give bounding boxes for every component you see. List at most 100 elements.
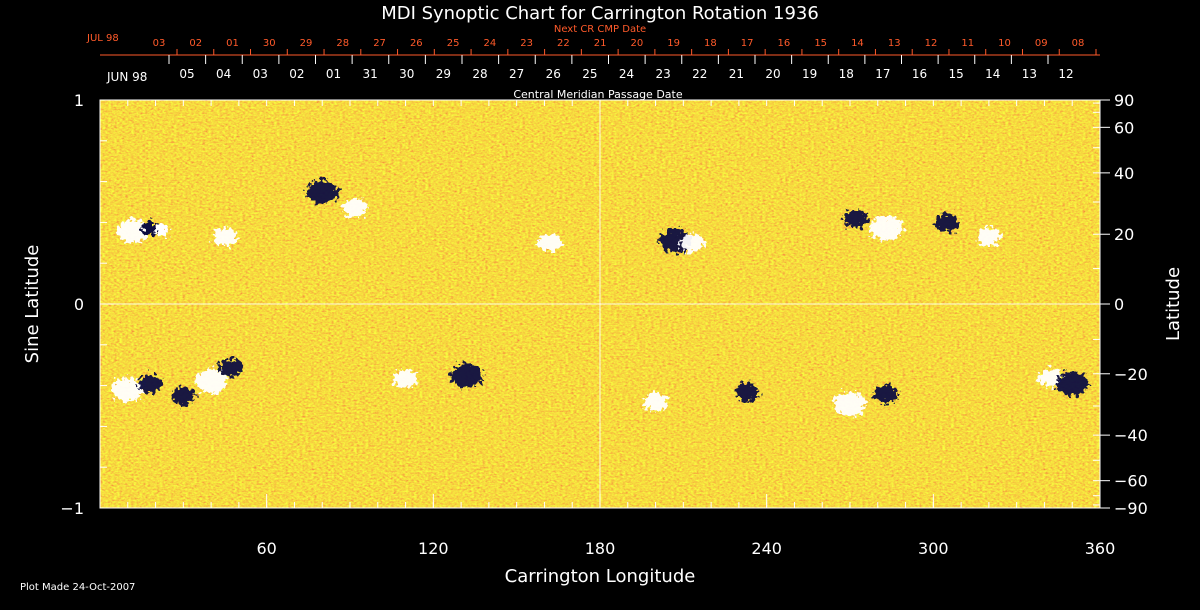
x-tick-label: 180 <box>585 539 616 558</box>
active-region-positive <box>393 370 418 389</box>
cmp-date-label: 21 <box>729 67 744 81</box>
next-cr-date-label: 11 <box>961 38 974 49</box>
lat-tick-label: 0 <box>1114 295 1124 314</box>
active-region-positive <box>213 227 237 246</box>
active-region-positive <box>870 216 903 241</box>
next-cr-date-label: 16 <box>778 38 791 49</box>
active-region-negative <box>1056 371 1089 396</box>
next-cr-date-label: 28 <box>336 38 349 49</box>
next-cr-date-label: 27 <box>373 38 386 49</box>
cmp-date-label: 14 <box>985 67 1000 81</box>
next-cr-date-label: 29 <box>300 38 313 49</box>
x-axis: 60 120 180 240 300 360 <box>127 100 1116 558</box>
active-region-positive <box>1038 368 1062 387</box>
cmp-date-label: 28 <box>472 67 487 81</box>
next-cr-date-label: 14 <box>851 38 864 49</box>
y-tick-label-left: −1 <box>60 499 84 518</box>
y-axis-label-left: Sine Latitude <box>22 245 43 364</box>
right-y-axis: 90 60 40 20 0 −20 −40 −60 −90 <box>1093 91 1148 518</box>
next-cr-date-label: 19 <box>667 38 680 49</box>
lat-tick-label: 90 <box>1114 91 1134 110</box>
y-axis-label-right: Latitude <box>1163 267 1184 341</box>
next-cr-date-label: 23 <box>520 38 533 49</box>
lat-tick-label: 20 <box>1114 225 1134 244</box>
active-region-negative <box>138 374 162 393</box>
cmp-date-label: 24 <box>619 67 634 81</box>
active-region-negative <box>843 209 868 228</box>
lat-tick-label: −90 <box>1114 499 1148 518</box>
next-cr-date-label: 03 <box>153 38 166 49</box>
y-tick-label-left: 0 <box>74 295 84 314</box>
active-region-positive <box>834 391 866 416</box>
active-region-positive <box>538 233 562 252</box>
next-cr-date-label: 24 <box>483 38 496 49</box>
next-cr-date-label: 15 <box>814 38 827 49</box>
y-tick-label-left: 1 <box>74 91 84 110</box>
active-region-negative <box>874 384 899 403</box>
cmp-date-label: 17 <box>875 67 890 81</box>
lat-tick-label: 40 <box>1114 164 1134 183</box>
cmp-date-label: 27 <box>509 67 524 81</box>
lat-tick-label: −20 <box>1114 365 1148 384</box>
cmp-date-label: 03 <box>253 67 268 81</box>
cmp-date-label: 22 <box>692 67 707 81</box>
cmp-date-label: 04 <box>216 67 231 81</box>
next-cr-date-label: 21 <box>594 38 607 49</box>
next-cr-date-label: 10 <box>998 38 1011 49</box>
cmp-date-label: 31 <box>362 67 377 81</box>
active-region-negative <box>450 363 483 388</box>
cmp-date-label: 26 <box>546 67 561 81</box>
next-cr-date-label: 25 <box>447 38 460 49</box>
plot-made-footer: Plot Made 24-Oct-2007 <box>20 582 135 593</box>
next-cr-date-label: 18 <box>704 38 717 49</box>
active-region-positive <box>111 377 144 402</box>
lat-tick-label: −60 <box>1114 472 1148 491</box>
top-axis-title: Central Meridian Passage Date <box>513 88 682 101</box>
cmp-date-label: 19 <box>802 67 817 81</box>
next-cr-date-label: 17 <box>741 38 754 49</box>
next-cr-date-label: 02 <box>189 38 202 49</box>
active-regions <box>111 179 1089 416</box>
next-cr-date-label: 22 <box>557 38 570 49</box>
active-region-negative <box>218 358 243 377</box>
active-region-positive <box>117 218 150 243</box>
left-y-axis: 1 0 −1 <box>60 91 114 518</box>
cmp-date-label: 05 <box>179 67 194 81</box>
x-tick-label: 60 <box>256 539 276 558</box>
next-cr-date-label: 08 <box>1072 38 1085 49</box>
next-cr-date-label: 20 <box>631 38 644 49</box>
active-region-negative <box>735 382 760 401</box>
cmp-date-axis: 05 04 03 02 01 31 30 29 28 27 26 25 24 23 22 21 20 19 18 17… <box>168 55 1074 81</box>
active-region-positive <box>154 224 169 237</box>
cmp-date-label: 20 <box>765 67 780 81</box>
cmp-date-label: 02 <box>289 67 304 81</box>
lat-tick-label: −40 <box>1114 426 1148 445</box>
x-tick-label: 300 <box>918 539 949 558</box>
cmp-date-label: 01 <box>326 67 341 81</box>
cmp-date-label: 30 <box>399 67 414 81</box>
cmp-date-label: 23 <box>655 67 670 81</box>
next-cr-date-label: 12 <box>925 38 938 49</box>
x-tick-label: 120 <box>418 539 449 558</box>
next-cr-month-start: JUL 98 <box>86 33 119 44</box>
active-region-positive <box>343 199 368 218</box>
next-cr-date-label: 09 <box>1035 38 1048 49</box>
active-region-negative <box>171 386 196 405</box>
next-cr-title: Next CR CMP Date <box>554 24 646 35</box>
active-region-positive <box>976 227 1001 246</box>
cmp-date-label: 13 <box>1022 67 1037 81</box>
active-region-negative <box>306 179 339 204</box>
cmp-date-label: 12 <box>1058 67 1073 81</box>
x-tick-label: 360 <box>1085 539 1116 558</box>
cmp-date-label: 29 <box>436 67 451 81</box>
plot-area <box>100 100 1100 508</box>
next-cr-date-label: 13 <box>888 38 901 49</box>
next-cr-date-label: 01 <box>226 38 239 49</box>
x-axis-label: Carrington Longitude <box>505 566 696 587</box>
cmp-date-label: 15 <box>948 67 963 81</box>
cmp-date-label: 25 <box>582 67 597 81</box>
lat-tick-label: 60 <box>1114 118 1134 137</box>
cmp-date-label: 18 <box>839 67 854 81</box>
cmp-month-start: JUN 98 <box>106 70 147 84</box>
